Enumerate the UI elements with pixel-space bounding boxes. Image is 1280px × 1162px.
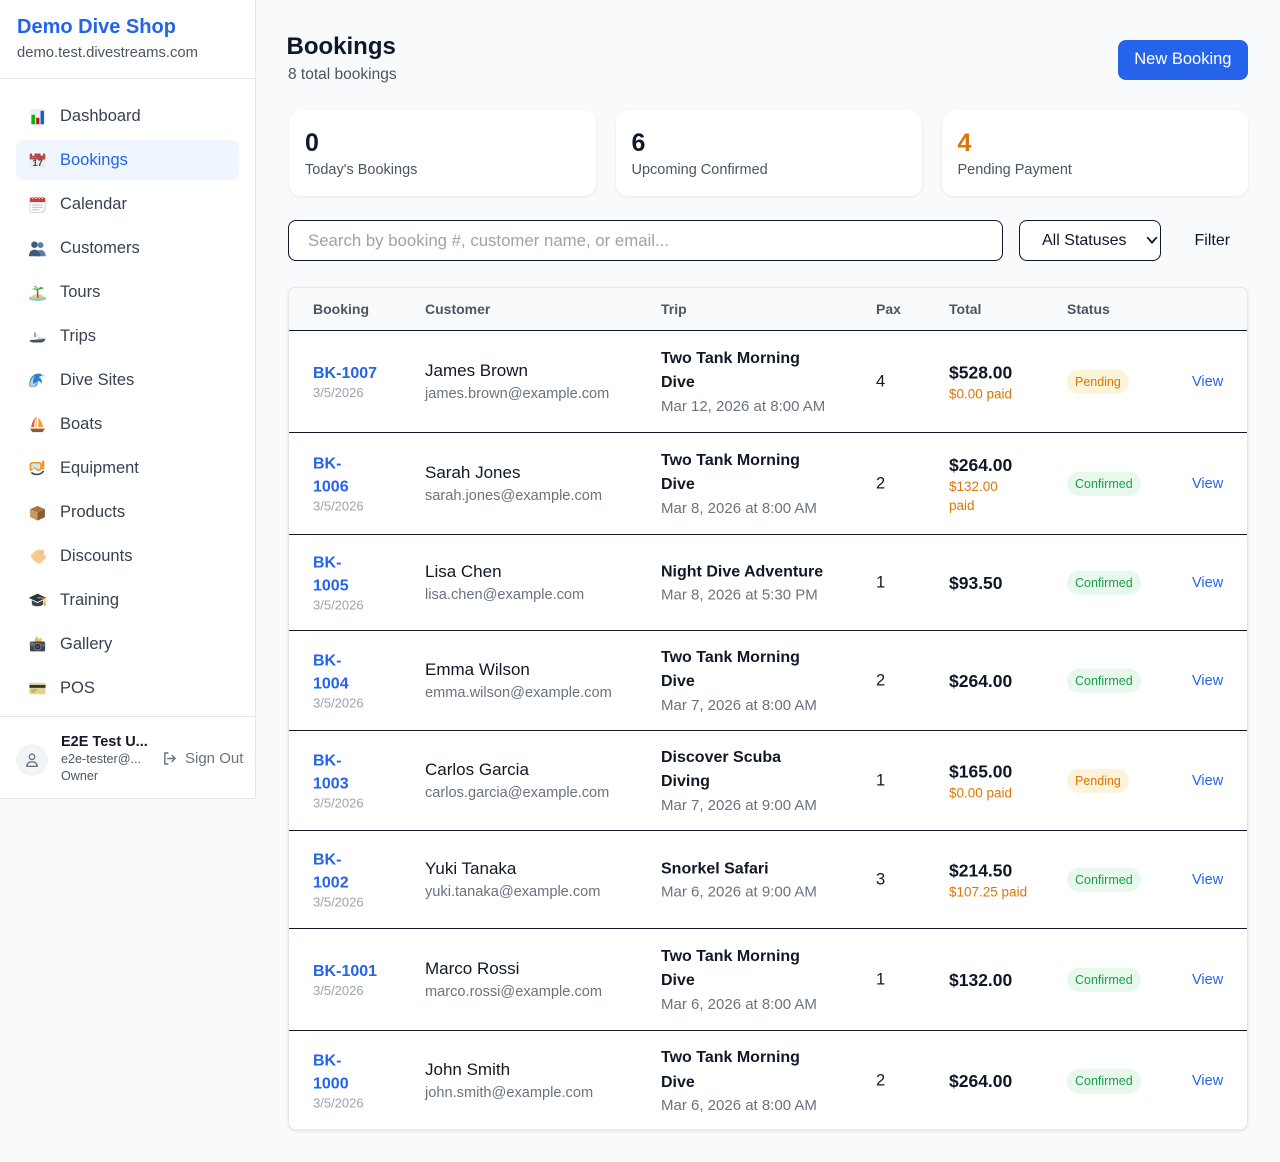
svg-text:17: 17 <box>33 158 43 168</box>
